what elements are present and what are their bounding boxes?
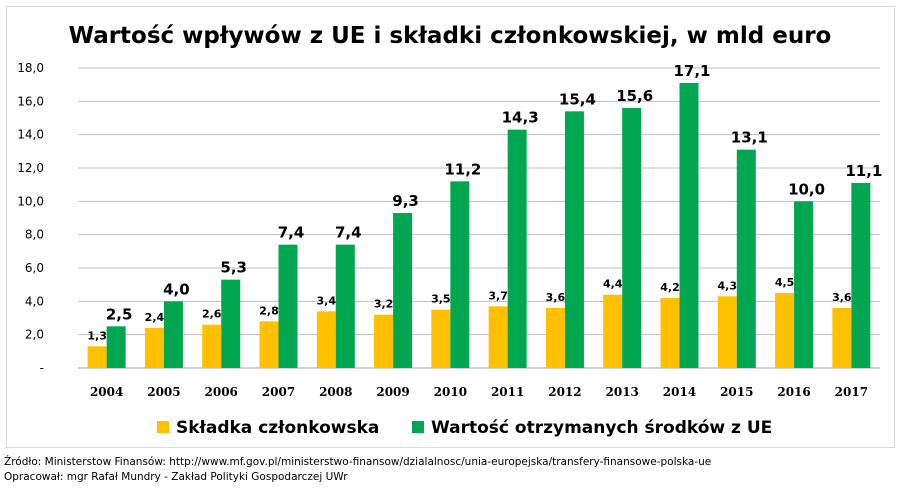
bar-srodki-ue — [507, 129, 527, 368]
y-tick-label: 2,0 — [25, 328, 44, 342]
y-tick-label: 18,0 — [17, 61, 44, 75]
bar-skladka — [374, 314, 394, 368]
x-tick-label: 2015 — [720, 385, 753, 399]
data-label-srodki-ue: 7,4 — [278, 224, 305, 242]
x-tick-label: 2010 — [434, 385, 467, 399]
bar-skladka — [259, 321, 279, 368]
bar-srodki-ue — [679, 83, 699, 368]
source-line: Źródło: Ministerstow Finansów: http://ww… — [4, 456, 712, 468]
data-label-srodki-ue: 13,1 — [731, 129, 768, 147]
data-label-srodki-ue: 17,1 — [673, 62, 710, 80]
data-label-skladka: 2,8 — [259, 304, 279, 317]
legend: Składka członkowska Wartość otrzymanych ś… — [157, 418, 772, 438]
legend-swatch-srodki-ue — [412, 421, 424, 433]
x-tick-label: 2007 — [262, 385, 295, 399]
bar-skladka — [775, 293, 795, 368]
data-label-srodki-ue: 5,3 — [220, 259, 247, 277]
y-tick-label: 6,0 — [25, 261, 44, 275]
data-label-srodki-ue: 11,1 — [845, 162, 882, 180]
data-label-srodki-ue: 7,4 — [335, 224, 362, 242]
bar-skladka — [545, 308, 565, 368]
chart-frame — [6, 6, 895, 448]
data-label-srodki-ue: 4,0 — [163, 280, 190, 298]
data-label-skladka: 4,2 — [660, 281, 680, 294]
data-label-skladka: 3,5 — [431, 293, 451, 306]
bar-skladka — [488, 306, 508, 368]
data-label-skladka: 1,3 — [87, 329, 107, 342]
bar-srodki-ue — [335, 244, 355, 368]
bar-skladka — [832, 308, 852, 368]
data-label-srodki-ue: 15,6 — [616, 87, 653, 105]
data-label-srodki-ue: 15,4 — [559, 90, 596, 108]
x-tick-label: 2005 — [147, 385, 180, 399]
bar-skladka — [202, 324, 222, 368]
x-axis: 2004 2005 2006 2007 2008 2009 2010 2011 2012 2013… — [90, 385, 868, 399]
bar-srodki-ue — [564, 111, 584, 368]
bar-srodki-ue — [794, 201, 814, 368]
x-tick-label: 2012 — [548, 385, 581, 399]
bar-skladka — [316, 311, 336, 368]
data-label-skladka: 3,6 — [832, 291, 852, 304]
bar-skladka — [660, 298, 680, 368]
data-label-srodki-ue: 14,3 — [502, 109, 539, 127]
data-label-skladka: 3,7 — [488, 289, 508, 302]
x-tick-label: 2008 — [319, 385, 352, 399]
legend-label-srodki-ue: Wartość otrzymanych środków z UE — [431, 418, 772, 438]
data-label-skladka: 2,6 — [202, 308, 222, 321]
legend-swatch-skladka — [157, 421, 169, 433]
bar-srodki-ue — [851, 183, 871, 368]
chart-title: Wartość wpływów z UE i składki członkows… — [69, 23, 832, 49]
legend-label-skladka: Składka członkowska — [176, 418, 379, 438]
x-tick-label: 2004 — [90, 385, 123, 399]
y-tick-label: 14,0 — [17, 128, 44, 142]
bars: 1,3 2,5 2,4 4,0 2,6 5,3 2,8 7,4 3,4 7,4 3,2 9,3 3,5 1… — [87, 62, 882, 368]
bar-srodki-ue — [106, 326, 126, 368]
chart: Wartość wpływów z UE i składki członkows… — [17, 23, 882, 438]
data-label-skladka: 3,2 — [374, 298, 394, 311]
x-tick-label: 2014 — [663, 385, 696, 399]
y-axis: - 2,0 4,0 6,0 8,0 10,0 12,0 14,0 16,0 18,0 — [17, 61, 44, 375]
x-tick-label: 2011 — [491, 385, 524, 399]
bar-srodki-ue — [221, 279, 241, 368]
bar-skladka — [144, 328, 164, 368]
bar-srodki-ue — [163, 301, 183, 368]
data-label-skladka: 3,4 — [317, 294, 337, 307]
y-tick-label: 12,0 — [17, 161, 44, 175]
y-tick-label: 16,0 — [17, 94, 44, 108]
bar-srodki-ue — [278, 244, 298, 368]
bar-srodki-ue — [393, 213, 413, 368]
x-tick-label: 2017 — [835, 385, 868, 399]
data-label-skladka: 4,5 — [775, 276, 795, 289]
x-tick-label: 2016 — [777, 385, 810, 399]
bar-skladka — [603, 294, 623, 368]
data-label-skladka: 3,6 — [546, 291, 566, 304]
bar-skladka — [431, 309, 451, 368]
data-label-srodki-ue: 10,0 — [788, 180, 825, 198]
bar-srodki-ue — [450, 181, 470, 368]
data-label-skladka: 2,4 — [145, 311, 165, 324]
data-label-skladka: 4,4 — [603, 278, 623, 291]
y-tick-label: 10,0 — [17, 194, 44, 208]
y-tick-label: 4,0 — [25, 294, 44, 308]
grid — [78, 67, 880, 369]
bar-skladka — [717, 296, 737, 368]
author-line: Opracował: mgr Rafał Mundry - Zakład Pol… — [4, 471, 348, 483]
data-label-skladka: 4,3 — [718, 279, 738, 292]
x-tick-label: 2013 — [606, 385, 639, 399]
x-tick-label: 2006 — [205, 385, 238, 399]
x-tick-label: 2009 — [376, 385, 409, 399]
y-tick-label: - — [40, 361, 44, 375]
bar-srodki-ue — [736, 149, 756, 368]
bar-skladka — [87, 346, 107, 368]
bar-srodki-ue — [622, 108, 642, 368]
data-label-srodki-ue: 2,5 — [106, 305, 133, 323]
data-label-srodki-ue: 11,2 — [444, 160, 481, 178]
data-label-srodki-ue: 9,3 — [392, 192, 419, 210]
y-tick-label: 8,0 — [25, 228, 44, 242]
